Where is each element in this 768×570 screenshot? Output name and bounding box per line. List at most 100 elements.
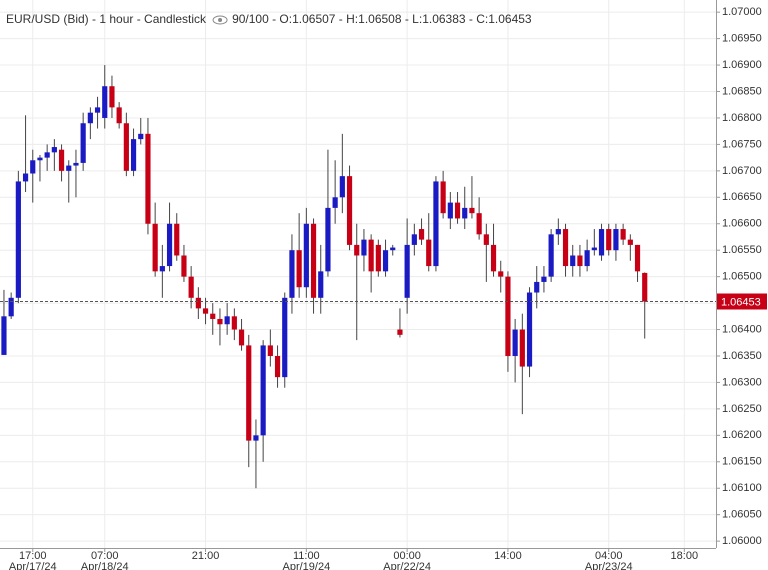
candle-body [440,181,446,214]
x-tick-date: Apr/19/24 [282,561,330,570]
candle-body [570,255,576,267]
x-tick-date: Apr/22/24 [383,561,431,570]
candle-body [591,247,597,251]
candle-body [58,149,65,171]
candle-body [339,176,345,198]
candle-body [130,139,137,171]
candle-body [195,297,201,309]
y-tick-label: 1.06800 [722,112,762,124]
y-tick-label: 1.06000 [722,535,762,547]
y-tick-label: 1.06950 [722,33,762,45]
candle-body [375,244,381,272]
candle-body [303,223,309,288]
candle-body [454,202,461,219]
candle-body [15,181,21,298]
candle-body [634,244,641,272]
x-tick-label: 04:00 [595,550,623,562]
candle-body [224,316,230,325]
candle-body [418,229,425,240]
candle-body [512,329,518,356]
candle-body [8,297,14,317]
candle-body [138,133,144,140]
candle-body [30,160,36,174]
candle-body [174,223,180,256]
candle-body [555,229,561,235]
candle-body [462,207,468,219]
candle-body [109,86,115,108]
candle-body [498,271,504,277]
y-tick-label: 1.07000 [722,6,762,18]
candle-body [80,123,86,163]
candle-body [346,176,353,245]
candle-body [606,229,612,251]
candle-body [354,244,360,256]
candle-body [598,229,605,256]
y-tick-label: 1.06850 [722,85,762,97]
y-tick-label: 1.06050 [722,509,762,521]
candle-body [447,202,453,219]
candle-body [253,435,259,441]
candle-body [642,272,648,302]
x-tick-date: Apr/18/24 [81,561,129,570]
x-tick-date: Apr/17/24 [9,561,57,570]
candle-body [382,250,389,272]
candle-body [627,239,633,245]
y-tick-label: 1.06150 [722,456,762,468]
candle-body [332,197,338,208]
candle-body [361,239,367,256]
y-tick-label: 1.06350 [722,350,762,362]
chart-info: 90/100 - O:1.06507 - H:1.06508 - L:1.063… [232,12,532,26]
candle-body [123,123,129,171]
y-tick-label: 1.06500 [722,271,762,283]
candle-body [37,157,43,161]
candle-body [289,250,295,298]
y-tick-label: 1.06900 [722,59,762,71]
candle-body [310,223,317,298]
candle-body [411,234,417,245]
candles [1,65,648,489]
candle-body [282,297,288,378]
candle-body [202,308,209,314]
y-tick-label: 1.06600 [722,218,762,230]
candle-body [526,292,533,367]
candle-body [166,223,173,267]
candle-body [145,133,151,224]
candle-body [433,181,439,267]
candle-body [274,355,281,378]
y-tick-label: 1.06100 [722,482,762,494]
candle-body [66,165,72,171]
y-tick-label: 1.06700 [722,165,762,177]
candle-body [534,281,540,293]
x-tick-label: 00:00 [393,550,421,562]
candle-body [613,229,619,251]
candle-body [325,207,331,272]
candle-body [490,244,497,272]
candle-body [116,107,122,124]
x-tick-label: 21:00 [192,550,220,562]
candle-body [469,207,475,214]
chart-title: EUR/USD (Bid) - 1 hour - Candlestick [6,12,207,26]
candle-body [73,162,79,166]
y-tick-label: 1.06400 [722,323,762,335]
eye-icon[interactable] [212,15,228,25]
candle-body [231,316,237,330]
candle-body [368,239,374,272]
last-price-box [717,293,767,310]
candle-body [1,316,7,355]
candle-body [426,239,432,267]
candle-body [318,271,324,298]
candle-body [188,276,194,298]
x-tick-label: 17:00 [19,550,47,562]
candle-body [87,112,93,124]
candle-body [210,313,216,319]
candle-body [22,173,29,182]
x-tick-label: 07:00 [91,550,119,562]
candle-body [238,329,245,346]
candle-body [102,86,108,118]
candle-body [541,276,547,282]
candle-body [404,244,410,298]
y-tick-label: 1.06250 [722,403,762,415]
candle-body [94,107,101,113]
candle-body [505,276,511,356]
